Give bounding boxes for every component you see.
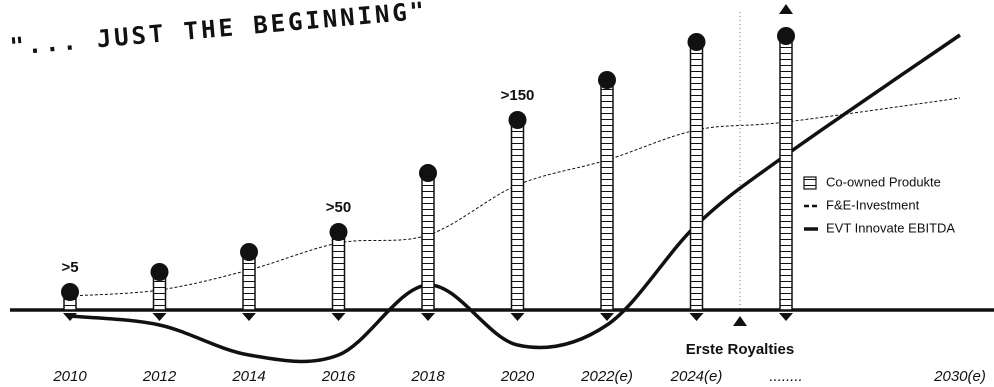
bar-cap xyxy=(419,164,437,182)
x-tick-label: ........ xyxy=(769,368,802,385)
legend-label: Co-owned Produkte xyxy=(826,174,941,189)
bar xyxy=(421,172,435,311)
chart-title: "... JUST THE BEGINNING" xyxy=(9,0,429,61)
bar-annotation: >150 xyxy=(501,87,535,104)
bar xyxy=(331,231,346,311)
royalties-arrow xyxy=(733,316,747,326)
bar-foot xyxy=(331,313,346,321)
bar-cap xyxy=(61,283,79,301)
x-tick-label: 2018 xyxy=(410,368,445,385)
bar-annotation: >5 xyxy=(61,259,78,276)
bar-foot xyxy=(63,313,77,321)
legend-label: F&E-Investment xyxy=(826,197,920,212)
bar-cap xyxy=(329,223,348,241)
x-tick-label: 2014 xyxy=(231,368,265,385)
x-tick-label: 2010 xyxy=(52,368,87,385)
x-tick-label: 2016 xyxy=(321,368,356,385)
top-arrow xyxy=(779,4,793,14)
bar-cap xyxy=(150,263,169,281)
bar-cap xyxy=(240,243,258,261)
bar-foot xyxy=(689,313,704,321)
bar-foot xyxy=(152,313,167,321)
bar xyxy=(600,79,614,311)
royalties-label: Erste Royalties xyxy=(686,341,794,358)
bar-cap xyxy=(598,71,616,89)
bar-foot xyxy=(510,313,525,321)
x-tick-label: 2030(e) xyxy=(933,368,986,385)
x-tick-label: 2020 xyxy=(500,368,535,385)
x-tick-label: 2024(e) xyxy=(670,368,723,385)
x-tick-label: 2022(e) xyxy=(580,368,633,385)
bar-cap xyxy=(777,27,795,45)
bar-foot xyxy=(779,313,793,321)
investment-line xyxy=(69,97,961,297)
bar-foot xyxy=(242,313,256,321)
bar-cap xyxy=(687,33,706,51)
bar-foot xyxy=(421,313,435,321)
bar-annotation: >50 xyxy=(326,199,351,216)
bar xyxy=(779,35,793,311)
ebitda-line xyxy=(69,33,961,364)
legend-label: EVT Innovate EBITDA xyxy=(826,220,955,235)
bar-foot xyxy=(600,313,614,321)
x-tick-label: 2012 xyxy=(142,368,177,385)
legend-swatch xyxy=(803,176,817,190)
bar-cap xyxy=(508,111,527,129)
bar xyxy=(510,119,525,311)
bar xyxy=(689,41,704,311)
